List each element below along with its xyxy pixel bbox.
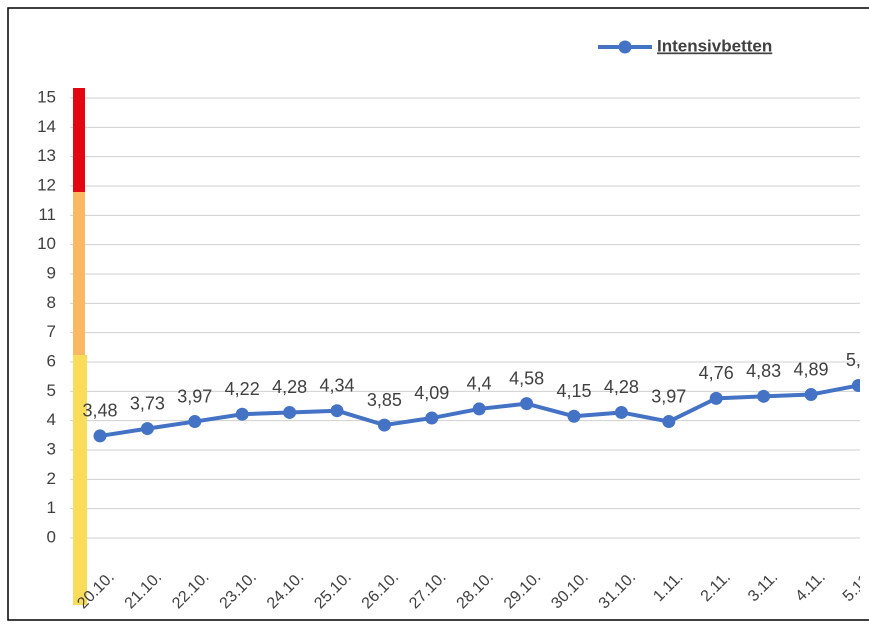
value-label: 3,73 [130,393,165,413]
x-tick-label: 21.10. [122,569,165,612]
x-tick-label: 25.10. [311,569,354,612]
legend: Intensivbetten [598,36,772,55]
zone-red [73,88,85,192]
y-tick-label: 7 [47,322,56,341]
value-label: 4,22 [225,379,260,399]
x-tick-label: 2.11. [698,569,734,605]
y-tick-label: 9 [47,263,56,282]
x-tick-label: 24.10. [264,569,307,612]
data-point [567,409,581,423]
value-label: 4,28 [272,377,307,397]
data-point [188,415,202,429]
frame [7,7,869,621]
y-tick-label: 15 [37,87,56,106]
x-tick-label: 26.10. [359,569,402,612]
data-point [235,407,249,421]
y-tick-label: 10 [37,234,56,253]
value-label: 4,4 [467,374,492,394]
value-label: 5,2 [846,350,869,370]
zone-yellow [73,355,87,605]
data-point [140,422,154,436]
x-tick-label: 1.11. [650,569,686,605]
y-tick-label: 6 [47,351,56,370]
y-tick-label: 4 [47,410,56,429]
data-point [757,389,771,403]
value-label: 3,97 [651,386,686,406]
value-label: 4,58 [509,368,544,388]
legend-marker [618,40,632,54]
value-label: 4,83 [746,361,781,381]
data-point [425,411,439,425]
value-label: 4,76 [699,363,734,383]
x-tick-label: 22.10. [169,569,212,612]
y-tick-label: 13 [37,146,56,165]
y-tick-label: 0 [47,527,56,546]
data-point [377,418,391,432]
data-point [520,397,534,411]
data-point [283,405,297,419]
x-tick-label: 30.10. [548,569,591,612]
plot-area: 20.10. 21.10. 22.10. 23.10. 24.10. 25.10. 26.1… [70,88,869,612]
value-label: 4,09 [414,383,449,403]
y-tick-label: 11 [38,205,56,224]
data-point [709,391,723,405]
data-point [804,388,818,402]
data-point [662,415,676,429]
data-point [472,402,486,416]
x-tick-label: 5.11. [840,569,869,605]
zone-orange [73,192,85,355]
value-label: 4,15 [556,381,591,401]
data-point [330,404,344,418]
x-tick-label: 3.11. [745,569,781,605]
y-tick-label: 8 [47,293,56,312]
x-tick-label: 27.10. [406,569,449,612]
y-tick-label: 3 [47,439,56,458]
value-label: 4,34 [319,375,354,395]
value-label: 3,48 [82,401,117,421]
x-tick-label: 23.10. [217,569,260,612]
data-point [614,405,628,419]
y-tick-label: 14 [37,117,56,136]
data-point [93,429,107,443]
data-point [851,378,860,392]
value-label: 4,28 [604,377,639,397]
y-tick-label: 1 [47,498,56,517]
x-tick-label: 4.11. [792,569,828,605]
x-tick-label: 28.10. [454,569,497,612]
x-tick-label: 29.10. [501,569,544,612]
y-tick-label: 12 [37,175,56,194]
legend-label: Intensivbetten [657,36,772,55]
x-tick-label: 31.10. [596,569,639,612]
value-label: 3,85 [367,390,402,410]
y-tick-label: 2 [47,469,56,488]
value-label: 4,89 [793,359,828,379]
value-label: 3,97 [177,386,212,406]
y-tick-label: 5 [47,381,56,400]
